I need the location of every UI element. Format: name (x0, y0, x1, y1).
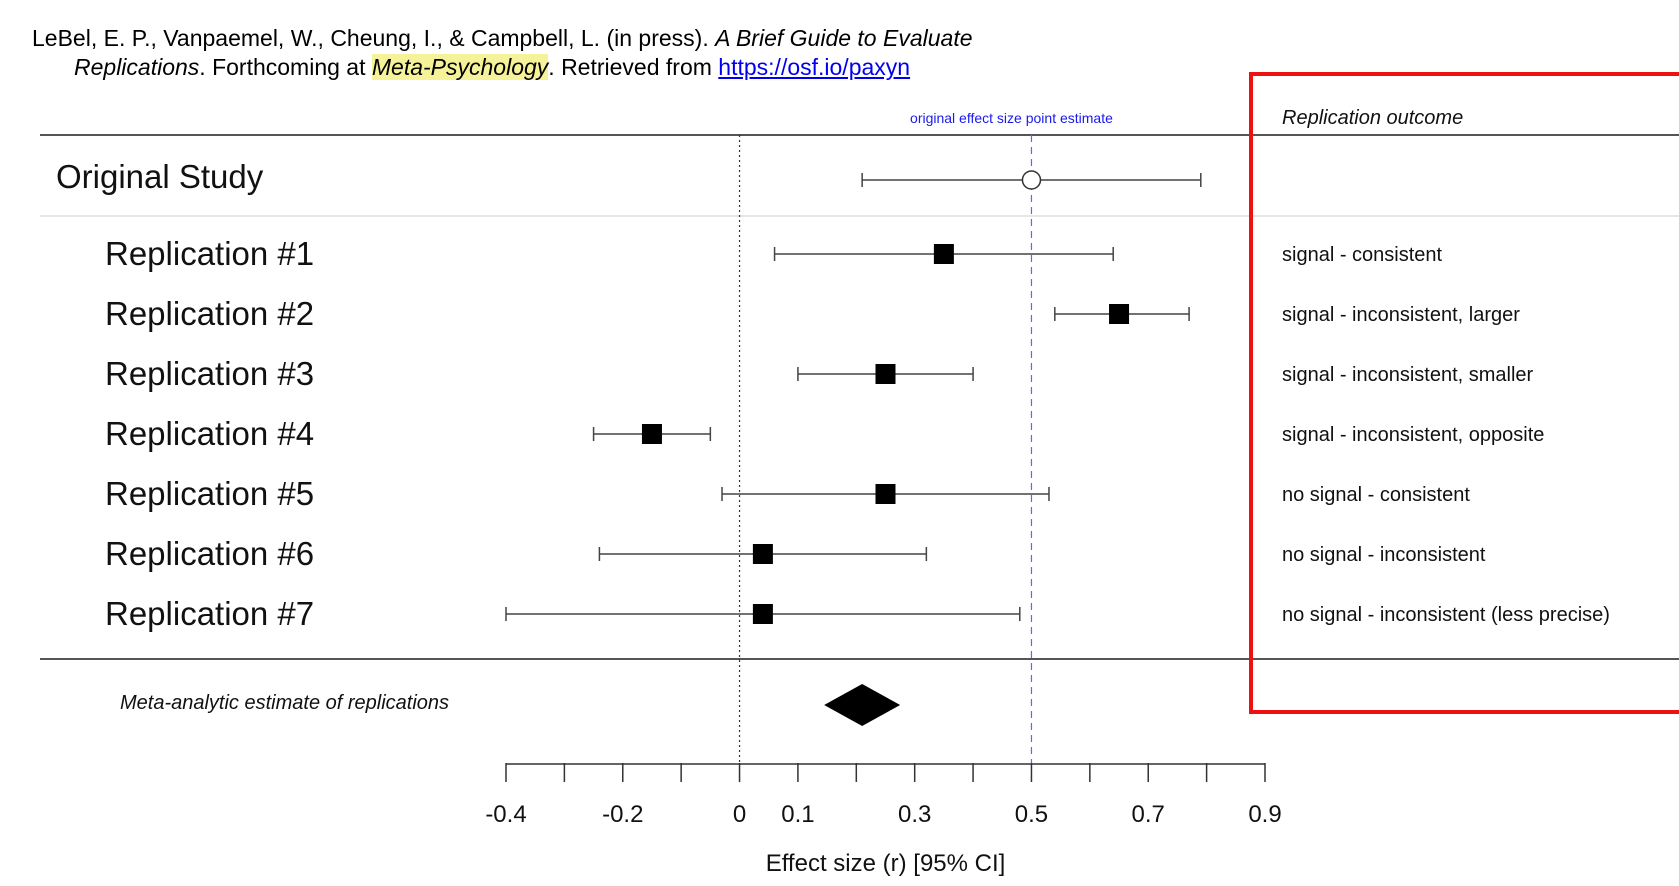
replication-4-point (641, 424, 662, 444)
meta-diamond (824, 684, 901, 726)
citation-url-link[interactable]: https://osf.io/paxyn (718, 54, 911, 80)
replication-1-outcome: signal - consistent (1282, 244, 1443, 266)
citation-journal: Meta-Psychology (371, 54, 549, 80)
citation: LeBel, E. P., Vanpaemel, W., Cheung, I.,… (32, 24, 973, 82)
citation-mid: . Forthcoming at (199, 54, 372, 80)
replication-1-label: Replication #1 (105, 235, 314, 272)
x-tick-label: 0.9 (1248, 801, 1281, 828)
x-tick-label: -0.4 (485, 801, 526, 828)
reference-line-label: original effect size point estimate (910, 110, 1113, 126)
replication-6-point (752, 544, 773, 564)
replication-7-outcome: no signal - inconsistent (less precise) (1282, 604, 1610, 626)
replication-7-point (752, 604, 773, 624)
x-tick-label: 0.5 (1015, 801, 1048, 828)
replication-5-outcome: no signal - consistent (1282, 484, 1470, 506)
replication-3-label: Replication #3 (105, 355, 314, 392)
citation-title-part1: A Brief Guide to Evaluate (715, 25, 973, 51)
x-tick-label: 0.1 (781, 801, 814, 828)
replication-6-outcome: no signal - inconsistent (1282, 544, 1486, 566)
x-tick-label: 0 (733, 801, 746, 828)
replication-4-outcome: signal - inconsistent, opposite (1282, 424, 1544, 446)
replication-7-label: Replication #7 (105, 595, 314, 632)
outcome-highlight-box (1249, 72, 1679, 714)
x-tick-label: 0.7 (1132, 801, 1165, 828)
replication-5-point (875, 484, 896, 504)
replication-4-label: Replication #4 (105, 415, 314, 452)
citation-authors: LeBel, E. P., Vanpaemel, W., Cheung, I.,… (32, 25, 716, 51)
replication-5-label: Replication #5 (105, 475, 314, 512)
x-axis-label: Effect size (r) [95% CI] (766, 850, 1006, 877)
replication-3-outcome: signal - inconsistent, smaller (1282, 364, 1534, 386)
replication-2-outcome: signal - inconsistent, larger (1282, 304, 1520, 326)
original-point (1021, 170, 1042, 190)
x-tick-label: -0.2 (602, 801, 643, 828)
replication-2-label: Replication #2 (105, 295, 314, 332)
meta-label: Meta-analytic estimate of replications (120, 692, 449, 714)
replication-1-point (933, 244, 954, 264)
citation-title-part2: Replications (74, 54, 200, 80)
original-label: Original Study (56, 158, 264, 195)
citation-retrieved: . Retrieved from (548, 54, 719, 80)
replication-3-point (875, 364, 896, 384)
replication-2-point (1109, 304, 1130, 324)
outcome-header: Replication outcome (1282, 107, 1463, 129)
replication-6-label: Replication #6 (105, 535, 314, 572)
x-tick-label: 0.3 (898, 801, 931, 828)
